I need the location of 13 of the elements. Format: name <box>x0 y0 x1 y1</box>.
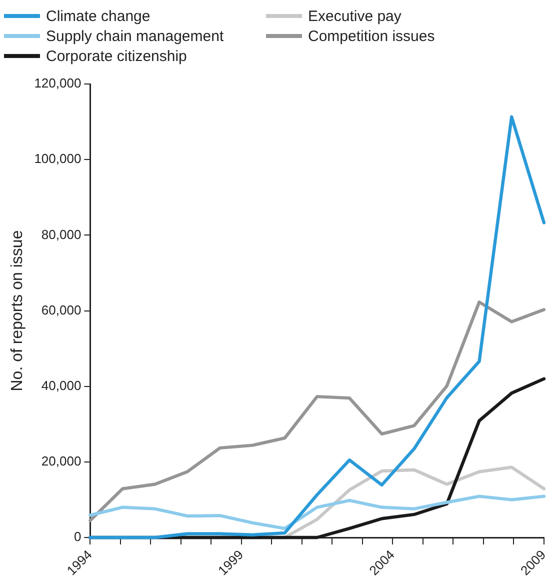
legend-label: Competition issues <box>308 28 435 44</box>
legend-label: Corporate citizenship <box>46 48 187 64</box>
y-tick-label: 80,000 <box>41 226 82 242</box>
y-tick-label: 100,000 <box>34 151 82 166</box>
y-tick-label: 120,000 <box>34 76 82 91</box>
legend-label: Supply chain management <box>46 28 224 44</box>
y-tick-label: 40,000 <box>41 378 82 393</box>
legend-label: Climate change <box>46 8 150 24</box>
legend-label: Executive pay <box>308 8 402 24</box>
y-tick-label: 60,000 <box>41 302 82 318</box>
y-axis-title: No. of reports on issue <box>9 230 26 392</box>
y-tick-label: 20,000 <box>41 454 82 469</box>
y-tick-label: 0 <box>74 529 82 544</box>
